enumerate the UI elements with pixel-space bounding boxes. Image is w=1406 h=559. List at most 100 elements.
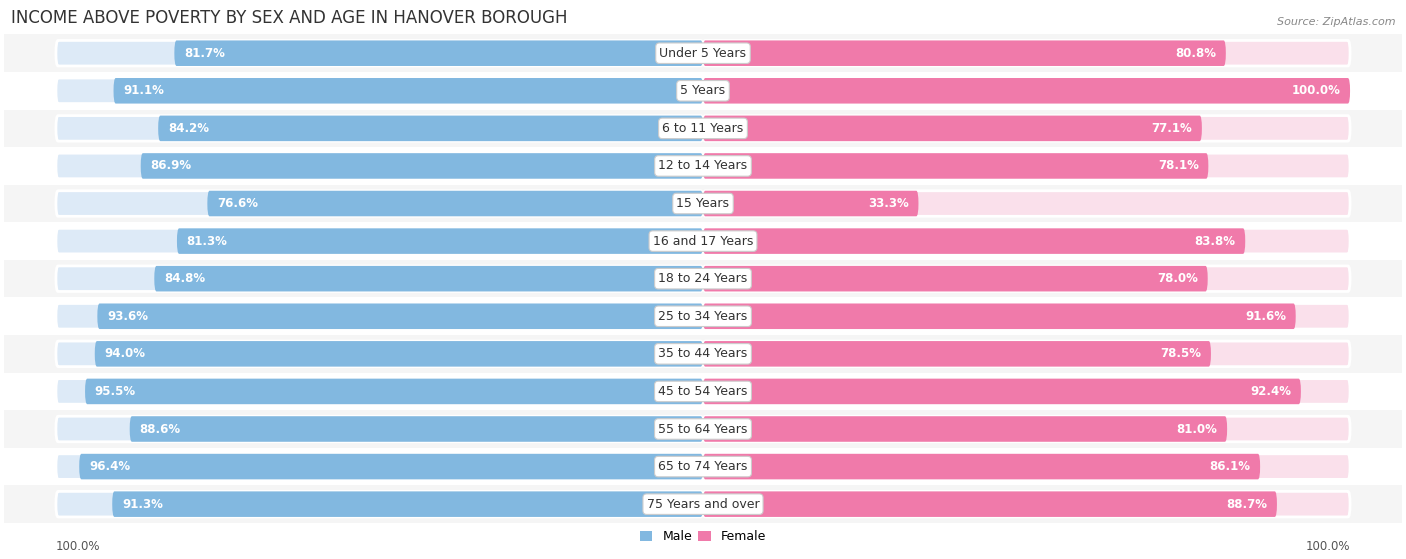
FancyBboxPatch shape [703,341,1350,367]
FancyBboxPatch shape [4,72,1402,110]
FancyBboxPatch shape [4,448,1402,485]
Text: 12 to 14 Years: 12 to 14 Years [658,159,748,172]
Text: 81.3%: 81.3% [187,235,228,248]
FancyBboxPatch shape [97,304,703,329]
FancyBboxPatch shape [703,266,1350,291]
Text: 25 to 34 Years: 25 to 34 Years [658,310,748,323]
Text: 15 Years: 15 Years [676,197,730,210]
Text: 88.6%: 88.6% [139,423,180,435]
FancyBboxPatch shape [4,410,1402,448]
Text: 33.3%: 33.3% [868,197,908,210]
FancyBboxPatch shape [56,416,703,442]
Text: 91.6%: 91.6% [1244,310,1286,323]
FancyBboxPatch shape [114,78,703,103]
Text: 91.1%: 91.1% [124,84,165,97]
Text: 55 to 64 Years: 55 to 64 Years [658,423,748,435]
Text: 86.1%: 86.1% [1209,460,1250,473]
FancyBboxPatch shape [4,184,1402,222]
FancyBboxPatch shape [157,116,703,141]
FancyBboxPatch shape [56,491,703,517]
Text: 35 to 44 Years: 35 to 44 Years [658,347,748,361]
Text: 84.8%: 84.8% [165,272,205,285]
FancyBboxPatch shape [177,228,703,254]
Text: 75 Years and over: 75 Years and over [647,498,759,511]
Text: 45 to 54 Years: 45 to 54 Years [658,385,748,398]
Text: 83.8%: 83.8% [1195,235,1236,248]
FancyBboxPatch shape [703,191,918,216]
FancyBboxPatch shape [4,147,1402,184]
FancyBboxPatch shape [56,304,703,329]
FancyBboxPatch shape [56,40,703,66]
Text: 16 and 17 Years: 16 and 17 Years [652,235,754,248]
FancyBboxPatch shape [703,378,1301,404]
Text: 78.0%: 78.0% [1157,272,1198,285]
FancyBboxPatch shape [84,378,703,404]
FancyBboxPatch shape [703,78,1350,103]
FancyBboxPatch shape [703,191,1350,216]
FancyBboxPatch shape [703,40,1350,66]
FancyBboxPatch shape [4,35,1402,72]
FancyBboxPatch shape [4,373,1402,410]
Text: 80.8%: 80.8% [1175,47,1216,60]
FancyBboxPatch shape [4,260,1402,297]
FancyBboxPatch shape [703,153,1208,179]
FancyBboxPatch shape [56,78,703,103]
FancyBboxPatch shape [79,454,703,480]
FancyBboxPatch shape [703,341,1211,367]
FancyBboxPatch shape [207,191,703,216]
FancyBboxPatch shape [703,378,1350,404]
Text: 91.3%: 91.3% [122,498,163,511]
Text: 100.0%: 100.0% [1306,540,1350,553]
FancyBboxPatch shape [703,78,1350,103]
Text: 76.6%: 76.6% [217,197,259,210]
Text: 86.9%: 86.9% [150,159,191,172]
Text: 77.1%: 77.1% [1152,122,1192,135]
Text: 100.0%: 100.0% [1292,84,1340,97]
Text: 81.0%: 81.0% [1177,423,1218,435]
FancyBboxPatch shape [56,266,703,291]
FancyBboxPatch shape [703,116,1350,141]
Text: INCOME ABOVE POVERTY BY SEX AND AGE IN HANOVER BOROUGH: INCOME ABOVE POVERTY BY SEX AND AGE IN H… [11,9,567,27]
FancyBboxPatch shape [4,222,1402,260]
FancyBboxPatch shape [129,416,703,442]
Text: 94.0%: 94.0% [104,347,145,361]
Text: 88.7%: 88.7% [1226,498,1267,511]
Text: 96.4%: 96.4% [89,460,131,473]
Text: 81.7%: 81.7% [184,47,225,60]
FancyBboxPatch shape [94,341,703,367]
FancyBboxPatch shape [4,110,1402,147]
FancyBboxPatch shape [703,228,1246,254]
FancyBboxPatch shape [56,341,703,367]
FancyBboxPatch shape [4,335,1402,373]
FancyBboxPatch shape [56,191,703,216]
Text: 5 Years: 5 Years [681,84,725,97]
FancyBboxPatch shape [174,40,703,66]
FancyBboxPatch shape [56,153,703,179]
FancyBboxPatch shape [56,378,703,404]
Legend: Male, Female: Male, Female [636,525,770,548]
Text: 100.0%: 100.0% [56,540,100,553]
FancyBboxPatch shape [703,153,1350,179]
FancyBboxPatch shape [56,116,703,141]
FancyBboxPatch shape [4,297,1402,335]
Text: 93.6%: 93.6% [107,310,148,323]
FancyBboxPatch shape [56,228,703,254]
Text: Under 5 Years: Under 5 Years [659,47,747,60]
Text: Source: ZipAtlas.com: Source: ZipAtlas.com [1277,17,1395,27]
Text: 65 to 74 Years: 65 to 74 Years [658,460,748,473]
FancyBboxPatch shape [703,454,1350,480]
FancyBboxPatch shape [141,153,703,179]
FancyBboxPatch shape [703,416,1350,442]
Text: 78.5%: 78.5% [1160,347,1201,361]
FancyBboxPatch shape [703,228,1350,254]
FancyBboxPatch shape [112,491,703,517]
FancyBboxPatch shape [703,116,1202,141]
FancyBboxPatch shape [703,304,1296,329]
Text: 84.2%: 84.2% [167,122,209,135]
Text: 95.5%: 95.5% [94,385,136,398]
Text: 18 to 24 Years: 18 to 24 Years [658,272,748,285]
FancyBboxPatch shape [703,416,1227,442]
FancyBboxPatch shape [703,266,1208,291]
FancyBboxPatch shape [703,491,1350,517]
FancyBboxPatch shape [703,491,1277,517]
